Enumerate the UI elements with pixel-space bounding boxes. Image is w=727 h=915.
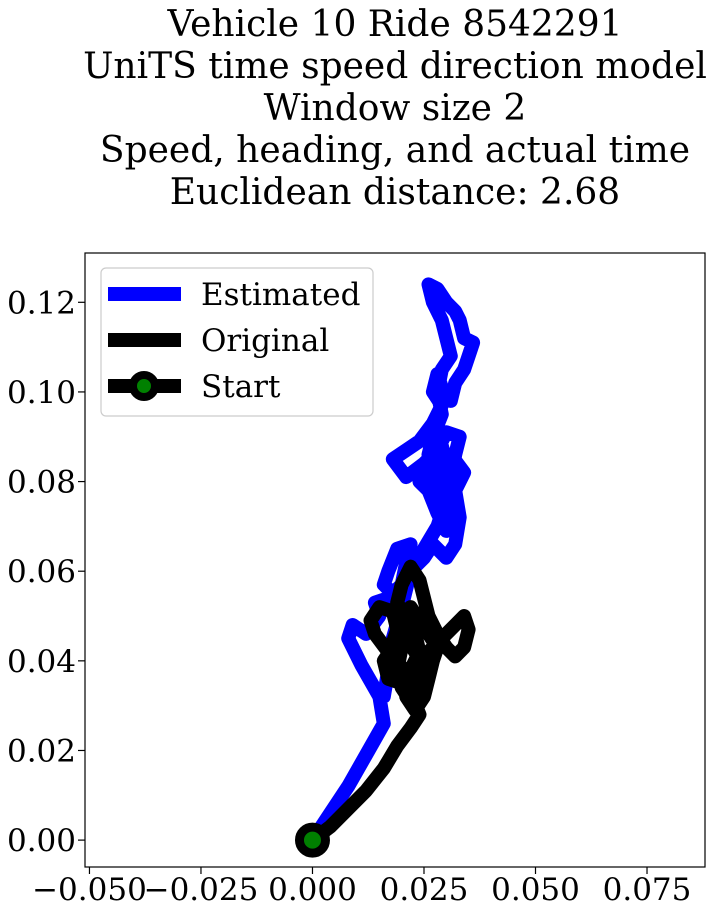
y-tick-label: 0.10 — [7, 375, 76, 411]
y-axis: 0.00 0.02 0.04 0.06 0.08 0.10 0.12 — [7, 285, 85, 859]
legend-label: Start — [201, 369, 281, 405]
title-line: Speed, heading, and actual time — [100, 130, 690, 171]
title-line: Euclidean distance: 2.68 — [170, 172, 620, 213]
x-tick-label: −0.050 — [32, 872, 147, 908]
y-tick-label: 0.04 — [7, 644, 76, 680]
legend-label: Original — [201, 323, 329, 359]
x-tick-label: 0.025 — [380, 872, 469, 908]
x-tick-label: 0.000 — [268, 872, 357, 908]
x-axis: −0.050−0.025 0.000 0.025 0.050 0.075 — [32, 867, 691, 908]
y-tick-label: 0.00 — [7, 823, 76, 859]
start-marker — [294, 822, 330, 858]
legend-start-marker — [129, 371, 159, 401]
series-line-estimated — [305, 277, 481, 848]
series-layer — [294, 277, 481, 858]
y-tick-label: 0.06 — [7, 554, 76, 590]
x-tick-label: −0.025 — [144, 872, 259, 908]
x-tick-label: 0.050 — [491, 872, 580, 908]
x-tick-label: 0.075 — [603, 872, 692, 908]
title-line: UniTS time speed direction model — [83, 46, 707, 87]
y-tick-label: 0.08 — [7, 465, 76, 501]
series-line-original — [305, 559, 476, 848]
legend-label: Estimated — [201, 277, 360, 313]
y-tick-label: 0.12 — [7, 285, 76, 321]
legend: Estimated Original Start — [100, 267, 374, 417]
title-line: Window size 2 — [264, 88, 527, 129]
title-line: Vehicle 10 Ride 8542291 — [166, 4, 622, 45]
y-tick-label: 0.02 — [7, 733, 76, 769]
